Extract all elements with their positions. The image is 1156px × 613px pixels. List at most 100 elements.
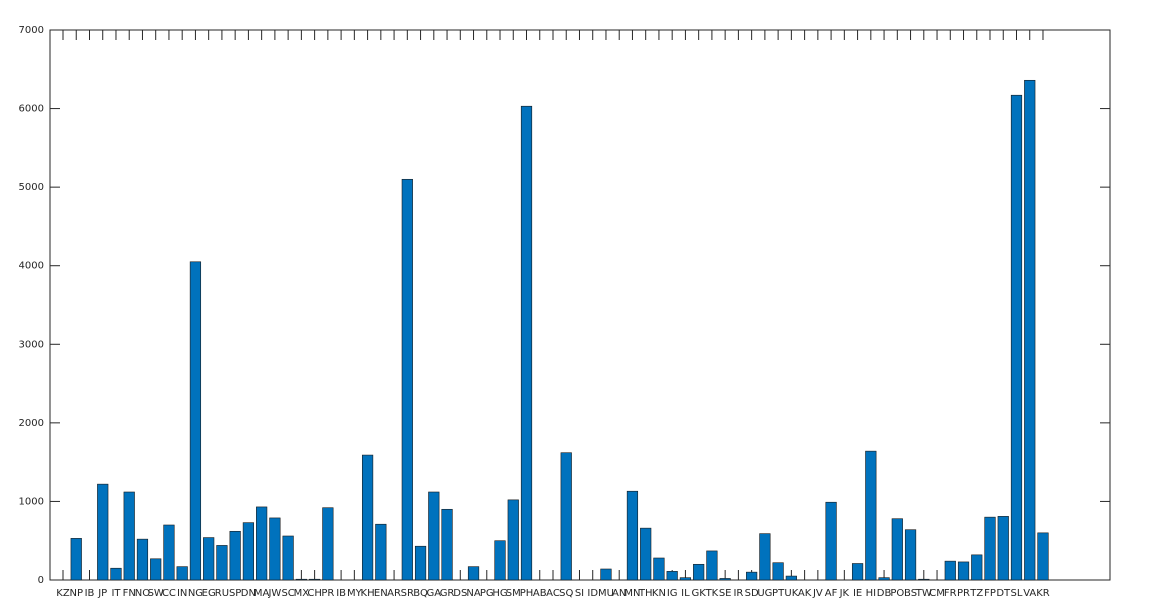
y-tick-label: 1000 [19,496,44,507]
bar [679,577,692,581]
y-tick-label: 5000 [19,182,44,193]
x-tick-label: IG [667,588,678,599]
x-tick-label: SR [401,588,414,599]
x-tick-label: UG [757,588,772,599]
x-tick-label: KZ [56,588,70,599]
bar [176,566,188,581]
bar [295,578,307,581]
x-tick-label: MN [624,588,640,599]
x-tick-label: IT [111,588,121,599]
x-tick-label: BS [904,588,917,599]
x-tick-label: NP [69,588,83,599]
bar [428,491,440,581]
x-tick-label: UK [784,588,798,599]
bar [216,545,228,581]
bar [203,537,215,581]
bar [467,566,480,581]
y-tick-label: 2000 [19,418,44,429]
bar [150,558,162,581]
bar [1037,532,1049,581]
x-tick-label: MA [254,588,270,599]
bar [746,571,758,581]
x-tick-label: IN [177,588,187,599]
bar [163,524,175,581]
bar [1010,94,1023,581]
bar [918,578,930,581]
x-tick-label: CH [307,588,322,599]
bar [97,483,109,581]
bar [957,561,970,581]
x-tick-label: HI [866,588,876,599]
x-tick-label: SC [281,588,294,599]
x-tick-label: PR [957,588,970,599]
x-tick-label: MY [347,588,363,599]
y-tick-label: 7000 [19,25,44,36]
y-tick-label: 4000 [19,261,44,272]
y-tick-label: 3000 [19,339,44,350]
x-tick-label: MU [598,588,614,599]
x-tick-label: MX [294,588,310,599]
x-tick-label: AN [612,588,626,599]
bar [309,578,321,581]
x-tick-label: PO [890,588,904,599]
bar [494,540,506,581]
bar [1024,79,1036,581]
x-tick-label: AR [387,588,401,599]
x-tick-label: SW [148,588,164,599]
x-tick-label: TW [915,588,932,599]
bar [229,530,241,581]
x-tick-label: PG [480,588,494,599]
x-tick-label: SE [719,588,732,599]
x-tick-label: JW [267,588,281,599]
bar [136,538,149,581]
x-tick-label: CC [162,588,176,599]
bar [640,527,652,581]
bar [706,550,718,581]
x-tick-label: AK [798,588,812,599]
bar [520,105,533,581]
x-tick-label: GR [440,588,455,599]
x-tick-label: SQ [559,588,573,599]
x-tick-label: FR [944,588,957,599]
bar [984,516,996,581]
x-tick-label: NA [466,588,480,599]
bar [282,535,294,581]
x-tick-label: AB [533,588,547,599]
x-tick-label: SI [575,588,584,599]
bar [865,450,877,581]
x-tick-label: IL [681,588,690,599]
x-tick-label: CM [929,588,945,599]
bar [971,554,983,581]
x-tick-label: PT [772,588,785,599]
x-tick-label: JK [839,588,850,599]
bar [666,571,678,581]
x-tick-label: IB [85,588,95,599]
x-tick-label: HG [492,588,507,599]
bar [441,508,453,581]
y-tick-label: 6000 [19,104,44,115]
x-tick-label: RU [215,588,229,599]
bar [825,501,837,581]
x-tick-label: EG [202,588,216,599]
x-tick-label: DT [996,588,1011,599]
x-tick-label: GA [427,588,442,599]
bar [414,545,427,581]
bar [600,568,612,581]
x-tick-label: DB [877,588,892,599]
x-tick-label: IB [336,588,346,599]
bar [693,563,705,581]
bar [759,533,771,581]
x-tick-label: AC [546,588,560,599]
bar [361,454,374,581]
bar [401,178,413,581]
x-tick-label: KN [652,588,666,599]
bar [242,522,255,581]
bar [785,575,797,581]
bar [851,563,864,581]
bar [891,518,903,581]
x-tick-label: GK [692,588,707,599]
x-tick-label: IR [733,588,743,599]
x-tick-label: JP [97,588,107,599]
plot-box [49,29,1111,581]
